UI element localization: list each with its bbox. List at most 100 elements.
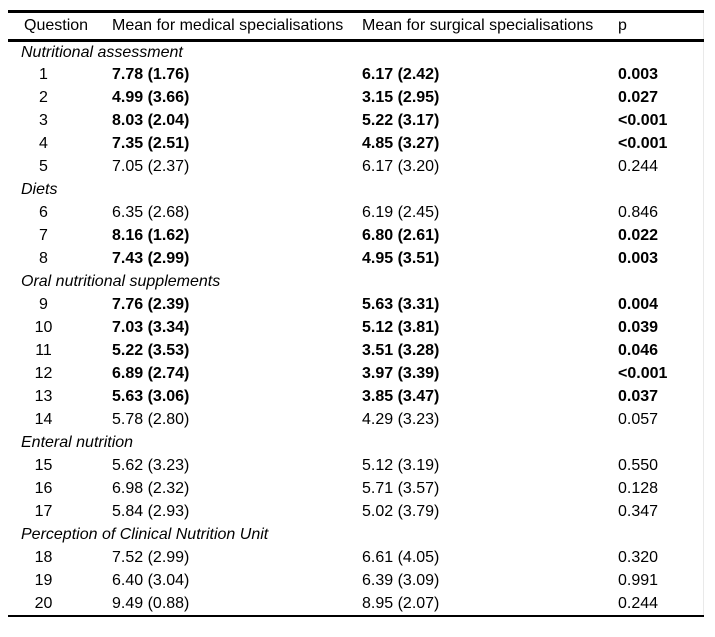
table-row: 4 7.35 (2.51) 4.85 (3.27) <0.001 bbox=[8, 133, 703, 156]
surgical-mean-cell: 4.85 (3.27) bbox=[362, 135, 440, 152]
surgical-mean-cell: 6.17 (3.20) bbox=[362, 158, 440, 175]
p-value-cell: <0.001 bbox=[618, 365, 668, 382]
table-header-row: Question Mean for medical specialisation… bbox=[8, 11, 703, 42]
section-label: Enteral nutrition bbox=[21, 434, 134, 451]
table-header: Question Mean for medical specialisation… bbox=[8, 11, 703, 42]
question-number-cell: 18 bbox=[34, 549, 53, 566]
p-value-cell: 0.037 bbox=[618, 388, 659, 405]
section-header-row: Nutritional assessment bbox=[8, 41, 703, 64]
p-value-cell: 0.320 bbox=[618, 549, 659, 566]
surgical-mean-cell: 6.39 (3.09) bbox=[362, 572, 440, 589]
p-value-cell: 0.550 bbox=[618, 457, 659, 474]
surgical-mean-cell: 8.95 (2.07) bbox=[362, 594, 440, 612]
table-row: 1 7.78 (1.76) 6.17 (2.42) 0.003 bbox=[8, 64, 703, 87]
table-row: 3 8.03 (2.04) 5.22 (3.17) <0.001 bbox=[8, 110, 703, 133]
question-number-cell: 16 bbox=[34, 480, 53, 497]
p-value-cell: 0.003 bbox=[618, 66, 659, 83]
p-value-cell: 0.057 bbox=[618, 411, 659, 428]
surgical-mean-cell: 6.17 (2.42) bbox=[362, 66, 440, 83]
p-value-cell: <0.001 bbox=[618, 135, 668, 152]
column-header-p-value: p bbox=[618, 11, 703, 42]
p-value-cell: 0.004 bbox=[618, 296, 659, 313]
p-value-cell: 0.128 bbox=[618, 480, 659, 497]
p-value-cell: 0.022 bbox=[618, 227, 659, 244]
table-row: 2 4.99 (3.66) 3.15 (2.95) 0.027 bbox=[8, 87, 703, 110]
medical-mean-cell: 5.62 (3.23) bbox=[112, 457, 190, 474]
column-header-question: Question bbox=[8, 11, 112, 42]
question-number-cell: 9 bbox=[39, 296, 48, 313]
table-row: 17 5.84 (2.93) 5.02 (3.79) 0.347 bbox=[8, 501, 703, 524]
table-row: 12 6.89 (2.74) 3.97 (3.39) <0.001 bbox=[8, 363, 703, 386]
table-row: 13 5.63 (3.06) 3.85 (3.47) 0.037 bbox=[8, 386, 703, 409]
surgical-mean-cell: 5.63 (3.31) bbox=[362, 296, 440, 313]
question-number-cell: 14 bbox=[34, 411, 53, 428]
table-row: 18 7.52 (2.99) 6.61 (4.05) 0.320 bbox=[8, 547, 703, 570]
p-value-cell: 0.244 bbox=[618, 594, 659, 612]
table-row: 9 7.76 (2.39) 5.63 (3.31) 0.004 bbox=[8, 294, 703, 317]
table-row: 14 5.78 (2.80) 4.29 (3.23) 0.057 bbox=[8, 409, 703, 432]
question-number-cell: 12 bbox=[34, 365, 53, 382]
p-value-cell: 0.347 bbox=[618, 503, 659, 520]
section-label: Perception of Clinical Nutrition Unit bbox=[21, 526, 269, 543]
question-number-cell: 6 bbox=[39, 204, 48, 221]
section-label: Nutritional assessment bbox=[21, 43, 183, 61]
p-value-cell: <0.001 bbox=[618, 112, 668, 129]
section-label: Oral nutritional supplements bbox=[21, 273, 221, 290]
medical-mean-cell: 7.76 (2.39) bbox=[112, 296, 190, 313]
question-number-cell: 15 bbox=[34, 457, 53, 474]
table-body: Nutritional assessment 1 7.78 (1.76) 6.17 (… bbox=[8, 41, 703, 616]
medical-mean-cell: 7.03 (3.34) bbox=[112, 319, 190, 336]
medical-mean-cell: 8.16 (1.62) bbox=[112, 227, 190, 244]
question-number-cell: 13 bbox=[34, 388, 53, 405]
medical-mean-cell: 6.98 (2.32) bbox=[112, 480, 190, 497]
surgical-mean-cell: 5.71 (3.57) bbox=[362, 480, 440, 497]
p-value-cell: 0.846 bbox=[618, 204, 659, 221]
medical-mean-cell: 6.40 (3.04) bbox=[112, 572, 190, 589]
table-row: 15 5.62 (3.23) 5.12 (3.19) 0.550 bbox=[8, 455, 703, 478]
section-header-row: Oral nutritional supplements bbox=[8, 271, 703, 294]
column-header-medical-mean: Mean for medical specialisations bbox=[112, 11, 362, 42]
question-number-cell: 10 bbox=[34, 319, 53, 336]
table-row: 7 8.16 (1.62) 6.80 (2.61) 0.022 bbox=[8, 225, 703, 248]
section-label: Diets bbox=[21, 181, 58, 198]
surgical-mean-cell: 5.22 (3.17) bbox=[362, 112, 440, 129]
medical-mean-cell: 6.89 (2.74) bbox=[112, 365, 190, 382]
medical-mean-cell: 7.52 (2.99) bbox=[112, 549, 190, 566]
medical-mean-cell: 5.84 (2.93) bbox=[112, 503, 190, 520]
section-header-row: Enteral nutrition bbox=[8, 432, 703, 455]
question-number-cell: 2 bbox=[39, 89, 48, 106]
p-value-cell: 0.027 bbox=[618, 89, 659, 106]
table-row: 8 7.43 (2.99) 4.95 (3.51) 0.003 bbox=[8, 248, 703, 271]
surgical-mean-cell: 5.12 (3.81) bbox=[362, 319, 440, 336]
medical-mean-cell: 4.99 (3.66) bbox=[112, 89, 190, 106]
p-value-cell: 0.039 bbox=[618, 319, 659, 336]
p-value-cell: 0.991 bbox=[618, 572, 659, 589]
question-number-cell: 19 bbox=[34, 572, 53, 589]
medical-mean-cell: 7.35 (2.51) bbox=[112, 135, 190, 152]
medical-mean-cell: 8.03 (2.04) bbox=[112, 112, 190, 129]
surgical-mean-cell: 6.19 (2.45) bbox=[362, 204, 440, 221]
p-value-cell: 0.003 bbox=[618, 250, 659, 267]
surgical-mean-cell: 3.51 (3.28) bbox=[362, 342, 440, 359]
question-number-cell: 3 bbox=[39, 112, 48, 129]
medical-mean-cell: 7.05 (2.37) bbox=[112, 158, 190, 175]
question-number-cell: 1 bbox=[39, 66, 48, 83]
table-row: 5 7.05 (2.37) 6.17 (3.20) 0.244 bbox=[8, 156, 703, 179]
medical-mean-cell: 5.78 (2.80) bbox=[112, 411, 190, 428]
p-value-cell: 0.046 bbox=[618, 342, 659, 359]
question-number-cell: 11 bbox=[35, 342, 52, 359]
question-number-cell: 5 bbox=[39, 158, 48, 175]
table-row: 16 6.98 (2.32) 5.71 (3.57) 0.128 bbox=[8, 478, 703, 501]
p-value-cell: 0.244 bbox=[618, 158, 659, 175]
surgical-mean-cell: 4.95 (3.51) bbox=[362, 250, 440, 267]
question-number-cell: 8 bbox=[39, 250, 48, 267]
medical-mean-cell: 7.43 (2.99) bbox=[112, 250, 190, 267]
surgical-mean-cell: 6.80 (2.61) bbox=[362, 227, 440, 244]
specialisations-comparison-table: Question Mean for medical specialisation… bbox=[8, 10, 704, 617]
column-header-surgical-mean: Mean for surgical specialisations bbox=[362, 11, 618, 42]
table-row: 11 5.22 (3.53) 3.51 (3.28) 0.046 bbox=[8, 340, 703, 363]
surgical-mean-cell: 4.29 (3.23) bbox=[362, 411, 440, 428]
surgical-mean-cell: 3.15 (2.95) bbox=[362, 89, 440, 106]
surgical-mean-cell: 6.61 (4.05) bbox=[362, 549, 440, 566]
medical-mean-cell: 5.22 (3.53) bbox=[112, 342, 190, 359]
